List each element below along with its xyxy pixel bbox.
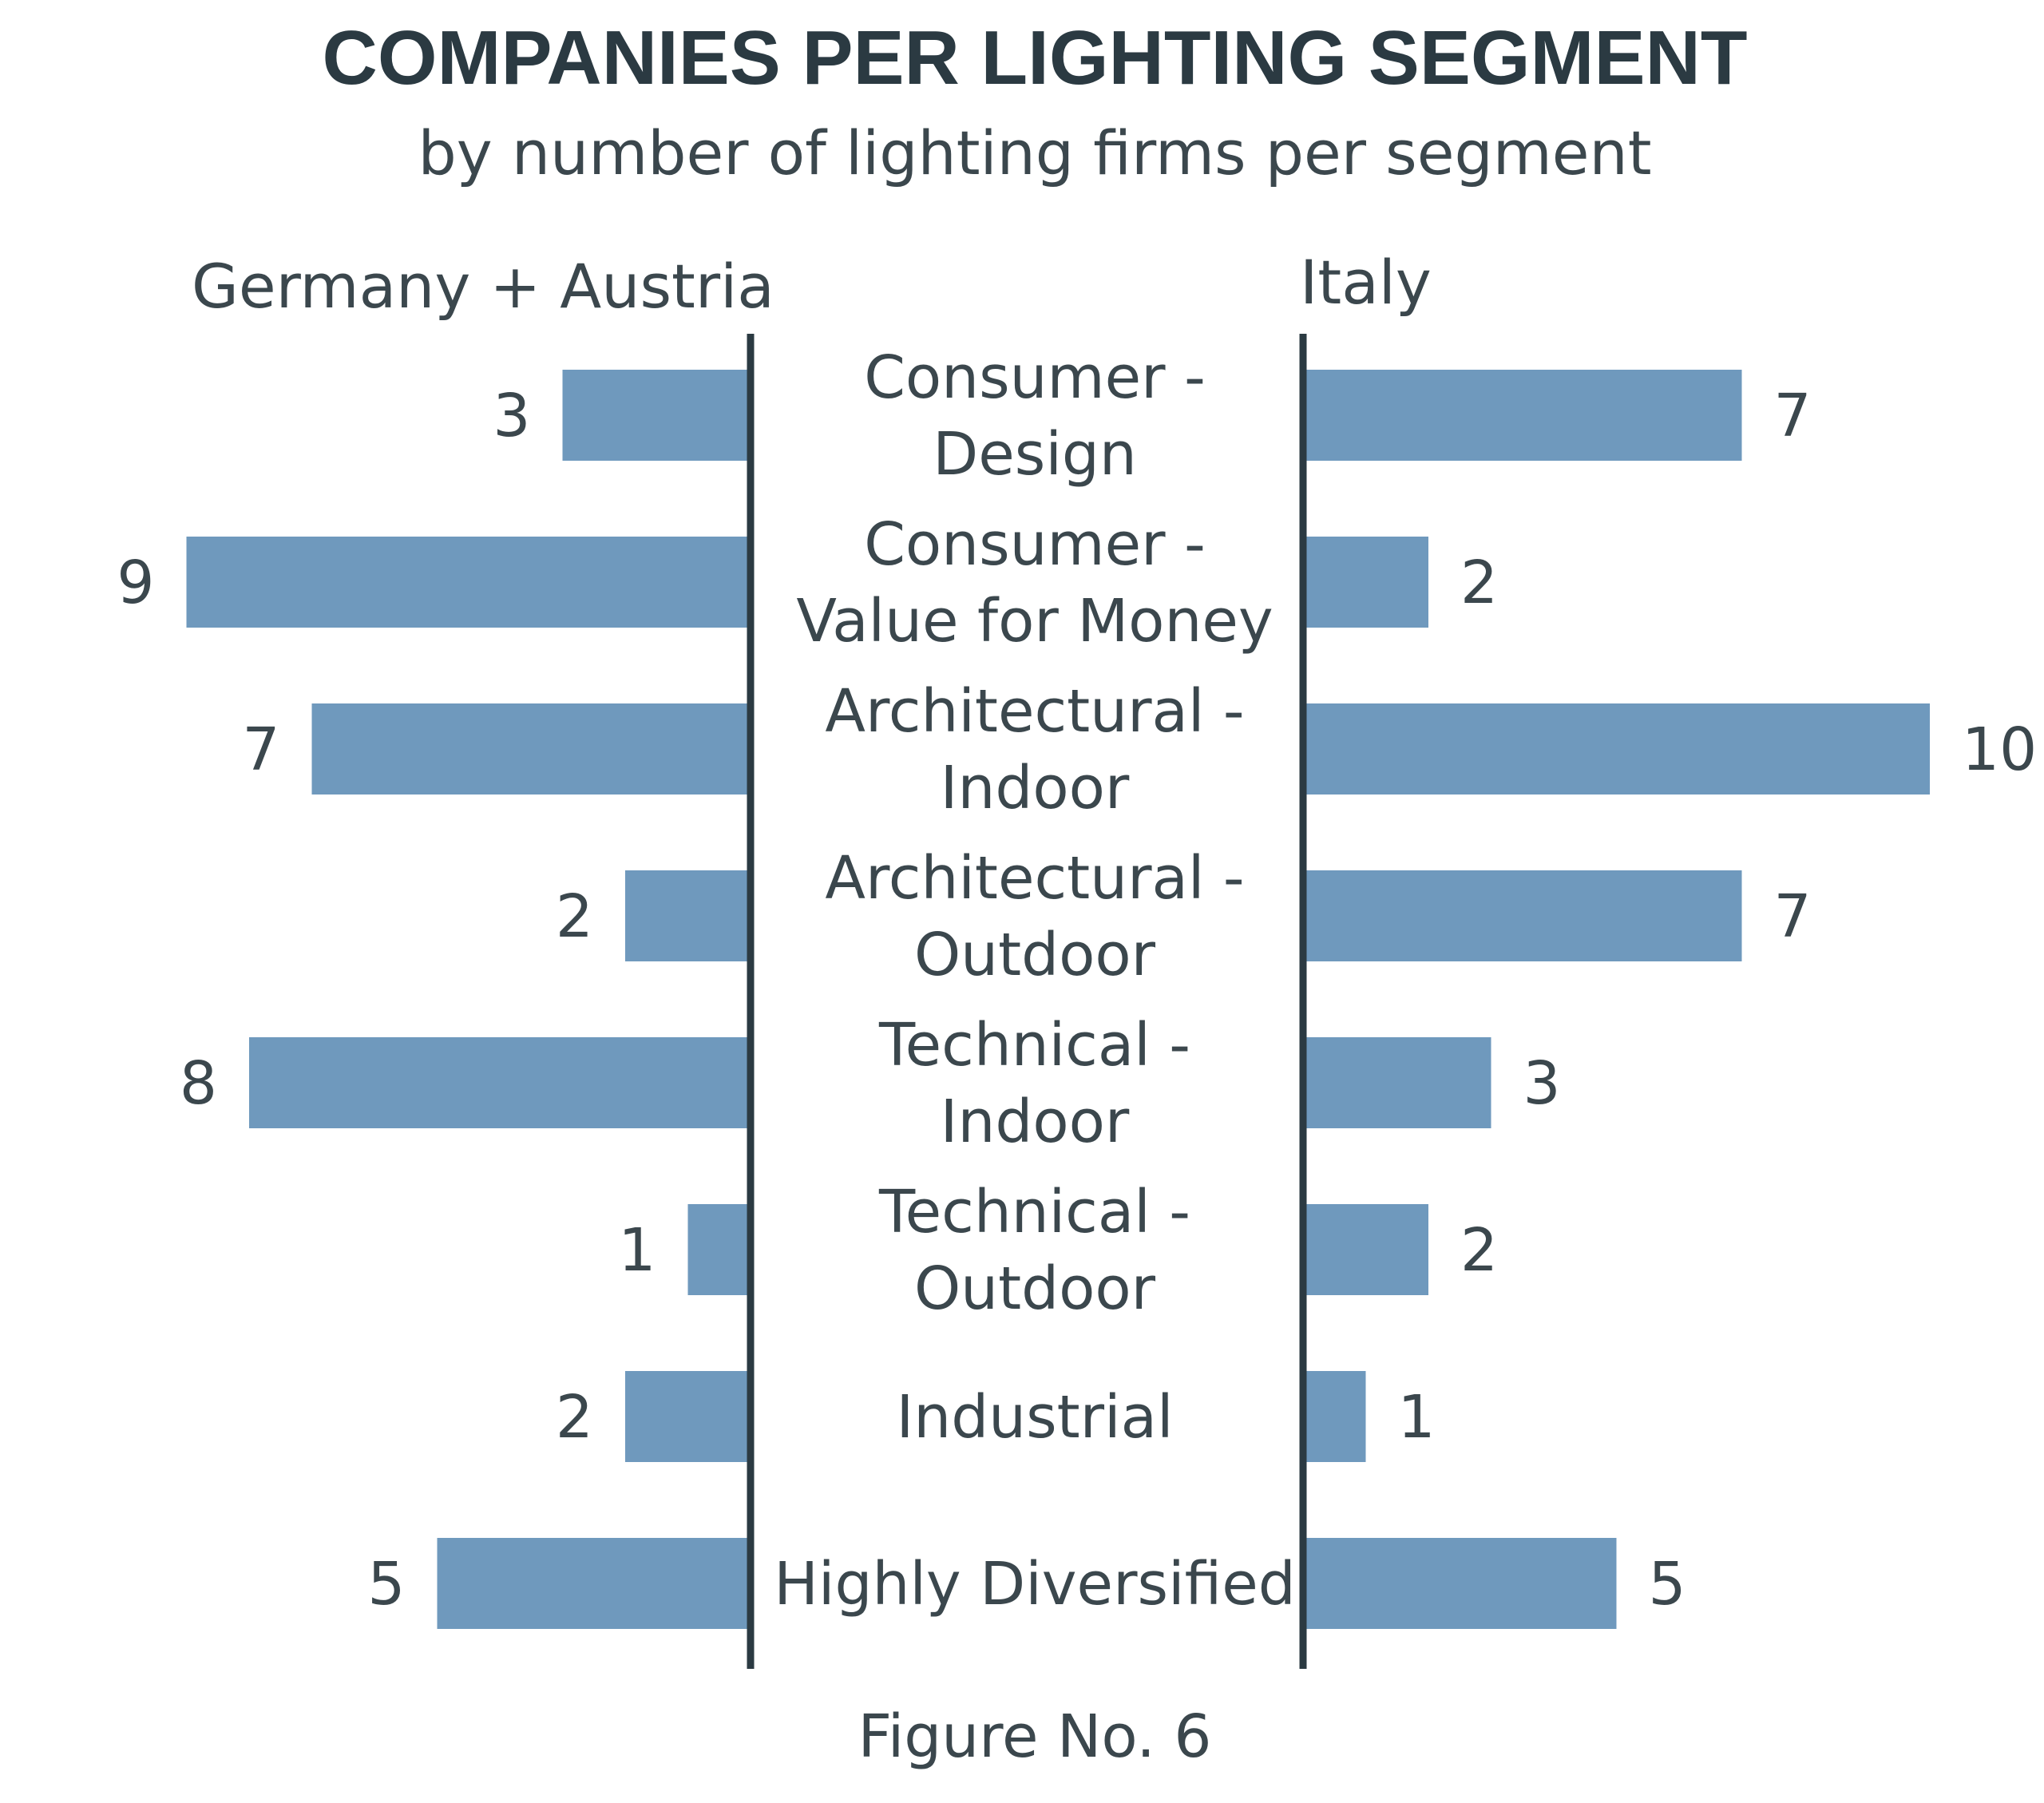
labels-layer: 3 7 Consumer -Design 9 2 Consumer -Value for …	[117, 343, 2037, 1619]
category-label-0: Consumer -Design	[864, 343, 1206, 489]
category-label-3: Architectural -Outdoor	[825, 844, 1244, 989]
bar-right-3	[1303, 870, 1742, 961]
value-label-right-4: 3	[1523, 1049, 1561, 1118]
value-label-right-6: 1	[1398, 1383, 1436, 1452]
chart-subtitle: by number of lighting firms per segment	[418, 117, 1651, 188]
bar-left-3	[625, 870, 751, 961]
bars-layer	[186, 370, 1930, 1629]
value-label-left-0: 3	[493, 382, 530, 450]
value-label-left-7: 5	[367, 1550, 405, 1619]
figure-caption: Figure No. 6	[858, 1702, 1212, 1771]
bar-right-4	[1303, 1037, 1491, 1128]
value-label-left-1: 9	[117, 549, 154, 617]
bar-right-0	[1303, 370, 1742, 461]
value-label-left-2: 7	[242, 715, 279, 784]
bar-right-7	[1303, 1538, 1617, 1629]
category-label-7: Highly Diversified	[774, 1550, 1295, 1619]
bar-left-5	[687, 1204, 751, 1295]
value-label-left-4: 8	[180, 1049, 217, 1118]
bar-left-1	[186, 537, 751, 628]
value-label-right-7: 5	[1649, 1550, 1686, 1619]
legend-left-series: Germany + Austria	[192, 251, 774, 322]
value-label-right-1: 2	[1460, 549, 1498, 617]
legend-right-series: Italy	[1300, 247, 1432, 318]
bar-left-4	[249, 1037, 751, 1128]
value-label-right-2: 10	[1962, 715, 2037, 784]
value-label-left-6: 2	[556, 1383, 593, 1452]
category-label-4: Technical -Indoor	[878, 1011, 1190, 1156]
value-label-left-3: 2	[556, 882, 593, 951]
category-label-2: Architectural -Indoor	[825, 677, 1244, 822]
bar-left-0	[562, 370, 751, 461]
bar-right-2	[1303, 703, 1930, 795]
bar-left-2	[311, 703, 751, 795]
value-label-right-5: 2	[1460, 1216, 1498, 1285]
bar-right-6	[1303, 1371, 1366, 1462]
value-label-right-3: 7	[1774, 882, 1812, 951]
value-label-right-0: 7	[1774, 382, 1812, 450]
bar-left-6	[625, 1371, 751, 1462]
category-label-6: Industrial	[896, 1383, 1173, 1452]
category-label-1: Consumer -Value for Money	[796, 510, 1273, 656]
bar-right-5	[1303, 1204, 1428, 1295]
bar-left-7	[437, 1538, 751, 1629]
category-label-5: Technical -Outdoor	[878, 1178, 1190, 1323]
bar-right-1	[1303, 537, 1428, 628]
chart-title: COMPANIES PER LIGHTING SEGMENT	[323, 15, 1748, 101]
value-label-left-5: 1	[618, 1216, 656, 1285]
